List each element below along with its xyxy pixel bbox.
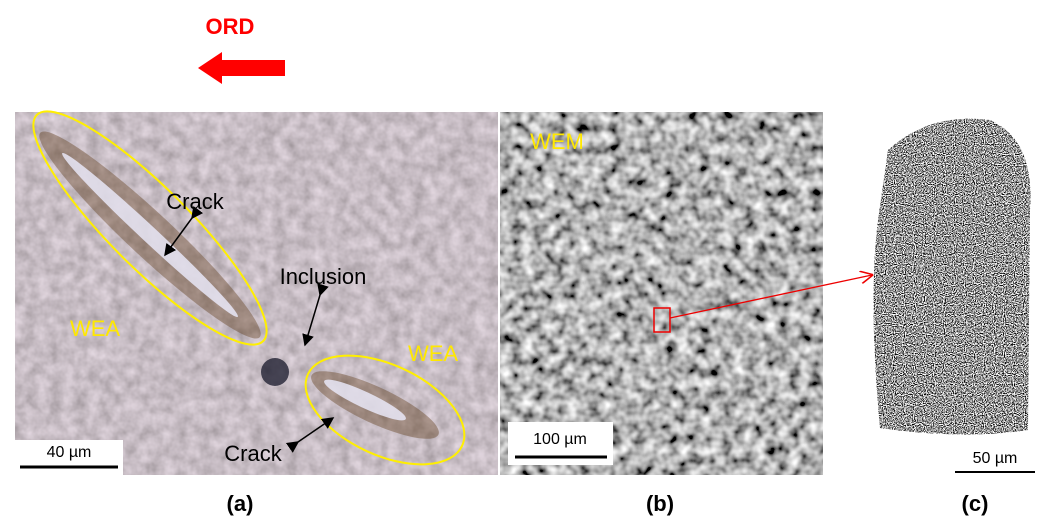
atom-map [860,110,1040,440]
panel-label: (c) [962,491,989,516]
panel-label: (b) [646,491,674,516]
panel-c: 50 µm (c) [860,110,1040,516]
direction-arrow [198,52,285,84]
micrograph [500,112,823,475]
scale-bar-label: 40 µm [47,444,92,461]
annotation: WEA [408,341,458,366]
figure: ORD Crack Inclusion WEA WEA Crack 40 µm … [0,0,1045,523]
annotation: WEM [530,129,584,154]
annotation: Crack [224,441,282,466]
scale-bar-label: 100 µm [533,431,587,448]
direction-label: ORD [206,14,255,39]
annotation: WEA [70,316,120,341]
annotation: Inclusion [280,264,367,289]
panel-a: Crack Inclusion WEA WEA Crack 40 µm (a) [9,87,498,516]
scale-bar-label: 50 µm [973,450,1018,467]
annotation: Crack [166,189,224,214]
panel-label: (a) [227,491,254,516]
panel-b: WEM 100 µm (b) [500,112,872,516]
